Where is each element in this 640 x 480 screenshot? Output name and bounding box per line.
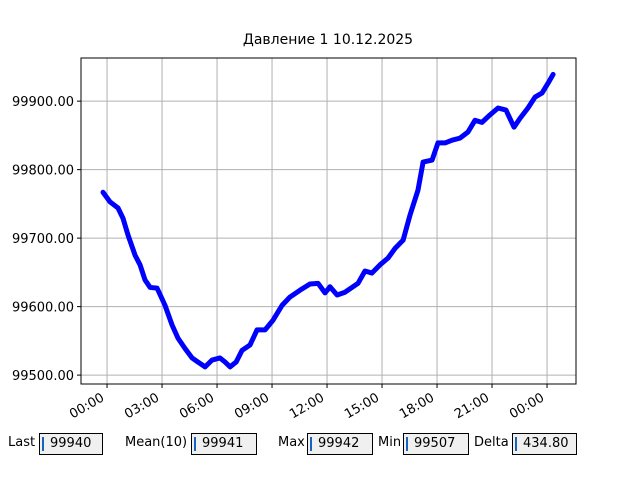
chart-title: Давление 1 10.12.2025 xyxy=(243,32,413,48)
field-label: Min xyxy=(378,435,402,450)
x-tick-label: 21:00 xyxy=(452,390,492,422)
x-tick-label: 03:00 xyxy=(122,390,162,422)
x-tick-label: 09:00 xyxy=(232,390,272,422)
x-tick-label: 18:00 xyxy=(397,390,437,422)
plot-frame xyxy=(80,57,577,385)
x-tick-label: 06:00 xyxy=(177,390,217,422)
field-label: Mean(10) xyxy=(125,435,188,450)
y-tick-label: 99600.00 xyxy=(12,301,74,316)
x-tick-label: 00:00 xyxy=(67,390,107,422)
y-tick-label: 99500.00 xyxy=(12,369,74,384)
x-tick-label: 12:00 xyxy=(287,390,327,422)
field-label: Last xyxy=(8,435,36,450)
field-label: Delta xyxy=(474,435,509,450)
y-tick-label: 99900.00 xyxy=(12,95,74,110)
field-value[interactable]: 99940 xyxy=(39,433,103,455)
y-tick-label: 99700.00 xyxy=(12,232,74,247)
field-value[interactable]: 434.80 xyxy=(512,433,577,455)
field-label: Max xyxy=(278,435,305,450)
field-value[interactable]: 99507 xyxy=(403,433,469,455)
field-value[interactable]: 99941 xyxy=(191,433,257,455)
x-tick-label: 00:00 xyxy=(507,390,547,422)
x-tick-label: 15:00 xyxy=(342,390,382,422)
field-value[interactable]: 99942 xyxy=(307,433,373,455)
chart: Давление 1 10.12.2025 99500.00 99600.00 99… xyxy=(12,32,577,422)
y-tick-label: 99800.00 xyxy=(12,164,74,179)
data-line xyxy=(100,71,556,370)
